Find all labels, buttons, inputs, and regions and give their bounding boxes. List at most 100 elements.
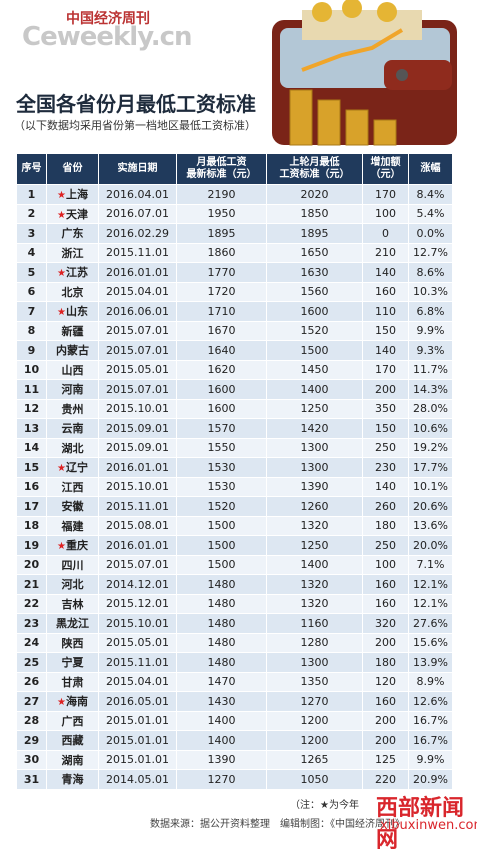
province-name: 广东 xyxy=(61,227,84,241)
table-row: 18 福建 2015.08.01 1500 1320 180 13.6% xyxy=(16,515,453,536)
cell-old: 1650 xyxy=(266,242,363,263)
cell-new: 1670 xyxy=(176,320,267,341)
cell-no: 28 xyxy=(16,710,47,731)
cell-no: 11 xyxy=(16,379,47,400)
table-row: 25 宁夏 2015.11.01 1480 1300 180 13.9% xyxy=(16,652,453,673)
cell-new: 1480 xyxy=(176,613,267,634)
cell-rate: 9.3% xyxy=(408,340,453,361)
province-name: 福建 xyxy=(61,519,84,533)
cell-date: 2015.11.01 xyxy=(98,496,177,517)
province-name: 内蒙古 xyxy=(56,344,89,358)
cell-no: 29 xyxy=(16,730,47,751)
cell-date: 2016.02.29 xyxy=(98,223,177,244)
table-row: 8 新疆 2015.07.01 1670 1520 150 9.9% xyxy=(16,320,453,341)
cell-new: 1480 xyxy=(176,652,267,673)
cell-new: 1390 xyxy=(176,749,267,770)
province-name: 江西 xyxy=(61,480,84,494)
cell-no: 27 xyxy=(16,691,47,712)
logo-cn: 中国经济周刊 xyxy=(66,11,150,27)
cell-increase: 140 xyxy=(362,340,409,361)
cell-new: 1600 xyxy=(176,379,267,400)
cell-old: 1630 xyxy=(266,262,363,283)
province-name: 陕西 xyxy=(61,636,84,650)
cell-rate: 15.6% xyxy=(408,632,453,653)
cell-rate: 5.4% xyxy=(408,203,453,224)
province-name: 山西 xyxy=(61,363,84,377)
cell-province: 宁夏 xyxy=(46,652,99,673)
table-row: 1 ★上海 2016.04.01 2190 2020 170 8.4% xyxy=(16,184,453,205)
cell-old: 1320 xyxy=(266,593,363,614)
cell-rate: 27.6% xyxy=(408,613,453,634)
cell-old: 1350 xyxy=(266,671,363,692)
cell-province: ★辽宁 xyxy=(46,457,99,478)
column-header: 涨幅 xyxy=(408,153,453,185)
province-name: 湖北 xyxy=(61,441,84,455)
note: （注：★为今年 xyxy=(290,800,359,811)
cell-rate: 11.7% xyxy=(408,359,453,380)
cell-new: 1950 xyxy=(176,203,267,224)
cell-old: 1500 xyxy=(266,340,363,361)
cell-increase: 180 xyxy=(362,652,409,673)
column-header: 实施日期 xyxy=(98,153,177,185)
wage-table: 序号 省份 实施日期 月最低工资 最新标准（元） 上轮月最低 工资标准（元） 增加额 （元… xyxy=(16,153,453,790)
cell-date: 2016.01.01 xyxy=(98,262,177,283)
cell-no: 18 xyxy=(16,515,47,536)
cell-no: 26 xyxy=(16,671,47,692)
cell-date: 2015.07.01 xyxy=(98,340,177,361)
cell-new: 1720 xyxy=(176,281,267,302)
cell-rate: 17.7% xyxy=(408,457,453,478)
cell-increase: 220 xyxy=(362,769,409,790)
cell-rate: 6.8% xyxy=(408,301,453,322)
cell-no: 21 xyxy=(16,574,47,595)
cell-new: 1520 xyxy=(176,496,267,517)
cell-province: 浙江 xyxy=(46,242,99,263)
province-name: 辽宁 xyxy=(65,461,88,475)
province-name: 上海 xyxy=(65,188,88,202)
cell-new: 1270 xyxy=(176,769,267,790)
table-row: 27 ★海南 2016.05.01 1430 1270 160 12.6% xyxy=(16,691,453,712)
cell-rate: 20.6% xyxy=(408,496,453,517)
cell-no: 13 xyxy=(16,418,47,439)
cell-rate: 28.0% xyxy=(408,398,453,419)
cell-province: 广东 xyxy=(46,223,99,244)
cell-rate: 9.9% xyxy=(408,749,453,770)
cell-no: 22 xyxy=(16,593,47,614)
cell-date: 2015.07.01 xyxy=(98,379,177,400)
cell-increase: 150 xyxy=(362,320,409,341)
cell-increase: 150 xyxy=(362,418,409,439)
table-row: 7 ★山东 2016.06.01 1710 1600 110 6.8% xyxy=(16,301,453,322)
cell-rate: 7.1% xyxy=(408,554,453,575)
cell-province: 甘肃 xyxy=(46,671,99,692)
table-row: 3 广东 2016.02.29 1895 1895 0 0.0% xyxy=(16,223,453,244)
cell-date: 2015.01.01 xyxy=(98,730,177,751)
cell-new: 1550 xyxy=(176,437,267,458)
table-row: 16 江西 2015.10.01 1530 1390 140 10.1% xyxy=(16,476,453,497)
province-name: 新疆 xyxy=(61,324,84,338)
cell-new: 1480 xyxy=(176,574,267,595)
cell-increase: 120 xyxy=(362,671,409,692)
cell-increase: 260 xyxy=(362,496,409,517)
cell-province: 河北 xyxy=(46,574,99,595)
cell-old: 1300 xyxy=(266,652,363,673)
cell-increase: 160 xyxy=(362,281,409,302)
cell-increase: 140 xyxy=(362,262,409,283)
table-row: 26 甘肃 2015.04.01 1470 1350 120 8.9% xyxy=(16,671,453,692)
cell-new: 1570 xyxy=(176,418,267,439)
cell-old: 1280 xyxy=(266,632,363,653)
cell-increase: 170 xyxy=(362,184,409,205)
table-body: 1 ★上海 2016.04.01 2190 2020 170 8.4% 2 ★天津 2016.07… xyxy=(16,184,453,790)
table-row: 30 湖南 2015.01.01 1390 1265 125 9.9% xyxy=(16,749,453,770)
cell-increase: 200 xyxy=(362,632,409,653)
cell-new: 1500 xyxy=(176,554,267,575)
cell-province: 陕西 xyxy=(46,632,99,653)
cell-no: 8 xyxy=(16,320,47,341)
cell-no: 17 xyxy=(16,496,47,517)
cell-increase: 250 xyxy=(362,437,409,458)
cell-new: 1860 xyxy=(176,242,267,263)
cell-province: 北京 xyxy=(46,281,99,302)
province-name: 云南 xyxy=(61,422,84,436)
cell-date: 2015.10.01 xyxy=(98,476,177,497)
table-row: 6 北京 2015.04.01 1720 1560 160 10.3% xyxy=(16,281,453,302)
cell-province: 河南 xyxy=(46,379,99,400)
cell-old: 1600 xyxy=(266,301,363,322)
